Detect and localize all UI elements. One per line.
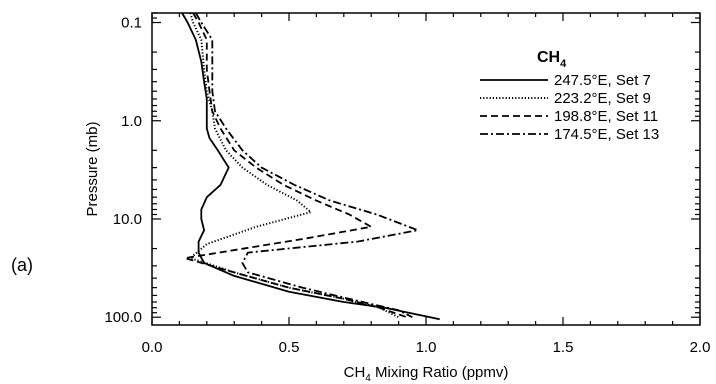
legend-entry-label: 247.5°E, Set 7 — [554, 72, 651, 89]
legend-entry-label: 198.8°E, Set 11 — [554, 108, 658, 125]
legend-entry-label: 223.2°E, Set 9 — [554, 90, 651, 107]
y-tick-label: 1.0 — [121, 113, 142, 130]
plot-area-frame — [151, 12, 701, 326]
x-tick-label: 0.0 — [142, 339, 163, 356]
x-tick-label: 1.0 — [416, 339, 437, 356]
y-tick-label: 10.0 — [113, 211, 142, 228]
series-line-2 — [189, 13, 400, 319]
x-tick-label: 2.0 — [690, 339, 711, 356]
panel-label: (a) — [11, 255, 33, 275]
legend-entry-label: 174.5°E, Set 13 — [554, 126, 659, 143]
x-tick-label: 0.5 — [279, 339, 300, 356]
legend-title: CH4 — [537, 49, 567, 70]
y-tick-label: 100.0 — [104, 309, 142, 326]
x-axis: 0.0 0.5 1.0 1.5 2.0 — [142, 13, 711, 356]
y-tick-label: 0.1 — [121, 15, 142, 32]
y-axis-label: Pressure (mb) — [84, 121, 101, 216]
series-layer — [181, 13, 440, 321]
y-axis: 0.1 1.0 10.0 100.0 — [104, 12, 700, 326]
series-line-1 — [181, 13, 440, 321]
series-line-4 — [195, 13, 419, 319]
x-axis-label: CH4 Mixing Ratio (ppmv) — [344, 364, 509, 384]
series-line-3 — [184, 13, 408, 319]
x-tick-label: 1.5 — [553, 339, 574, 356]
